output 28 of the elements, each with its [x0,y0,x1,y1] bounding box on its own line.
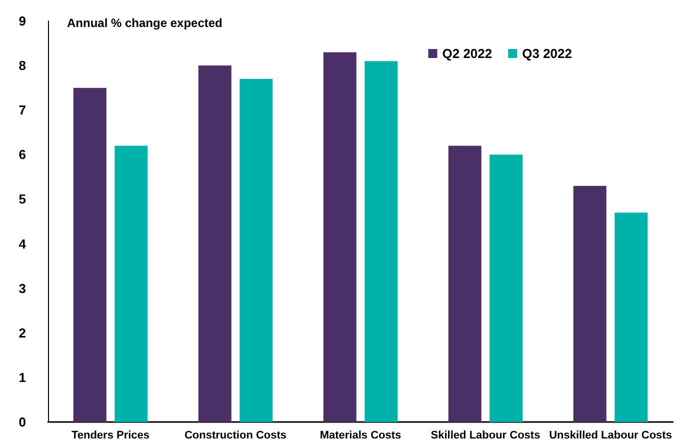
y-tick-label: 7 [18,102,26,118]
bar [114,146,148,422]
y-tick-label: 3 [18,280,26,296]
y-tick-label: 4 [18,236,27,252]
x-tick-label: Construction Costs [184,430,287,442]
y-tick-label: 1 [18,370,26,385]
bar [448,146,482,422]
bar [364,61,398,422]
x-tick-label: Materials Costs [320,430,402,442]
y-tick-label: 9 [18,14,26,28]
y-tick-label: 6 [18,147,26,162]
bar [73,88,106,422]
legend-label: Q3 2022 [522,46,572,61]
y-tick-label: 5 [18,192,26,207]
bar [573,186,606,422]
bar [240,78,273,422]
bar [198,66,232,422]
y-tick-label: 0 [18,414,26,430]
bar [323,52,356,422]
bar [490,154,523,422]
legend-label: Q2 2022 [442,46,492,61]
y-tick-label: 8 [18,58,26,74]
y-tick-label: 2 [18,325,26,340]
bar [614,212,648,422]
x-tick-label: Unskilled Labour Costs [549,430,672,442]
x-tick-label: Skilled Labour Costs [430,430,540,442]
x-tick-label: Tenders Prices [71,430,150,442]
chart-title: Annual % change expected [67,16,222,30]
